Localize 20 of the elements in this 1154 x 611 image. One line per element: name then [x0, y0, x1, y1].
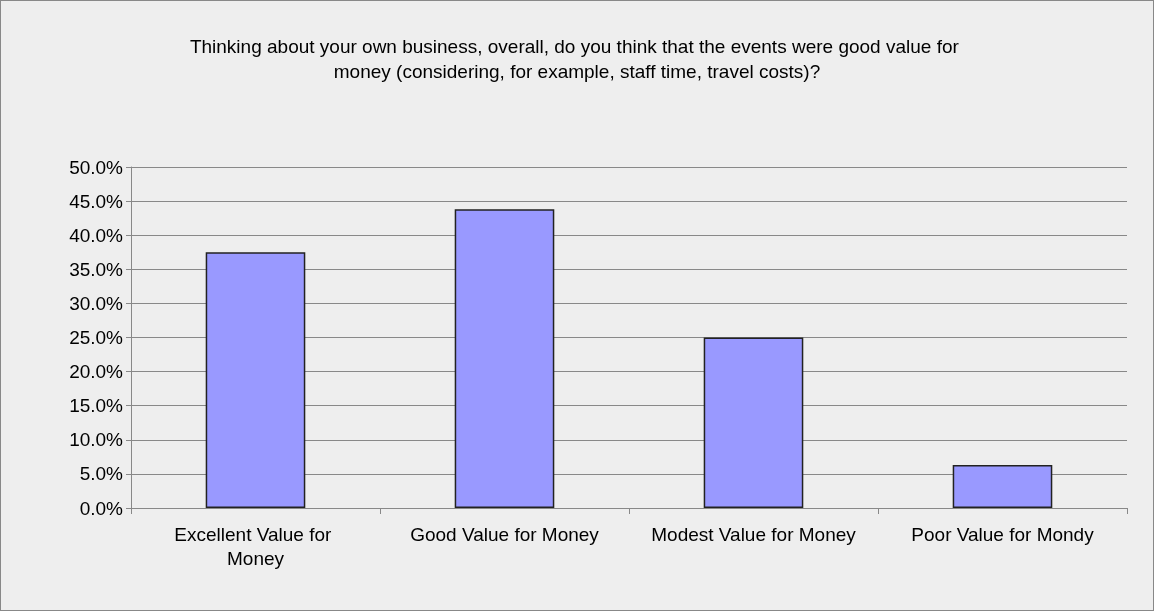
y-tick-label: 35.0% — [69, 258, 124, 280]
y-tick-label: 20.0% — [69, 361, 124, 383]
y-tick-label: 5.0% — [79, 463, 124, 485]
y-tick-label: 30.0% — [69, 292, 124, 314]
bar — [205, 252, 306, 508]
x-tick-label: Poor Value for Mondy — [911, 523, 1095, 545]
y-tick-label: 50.0% — [69, 156, 124, 178]
x-tick-label: Good Value for Money — [410, 523, 600, 545]
x-tick-label: Excellent Value for Money — [174, 523, 337, 569]
bar — [703, 337, 804, 508]
bar — [952, 465, 1053, 508]
y-tick-label: 40.0% — [69, 224, 124, 246]
x-tick-label: Modest Value for Money — [651, 523, 857, 545]
bar — [454, 209, 555, 508]
y-tick-label: 0.0% — [79, 497, 124, 519]
y-tick-label: 10.0% — [69, 429, 124, 451]
y-tick-label: 45.0% — [69, 190, 124, 212]
y-tick-label: 15.0% — [69, 395, 124, 417]
y-tick-label: 25.0% — [69, 327, 124, 348]
chart-title: Thinking about your own business, overall, do you think that the events were good value for money (considering, for example, staff time, travel costs)? — [189, 36, 965, 82]
